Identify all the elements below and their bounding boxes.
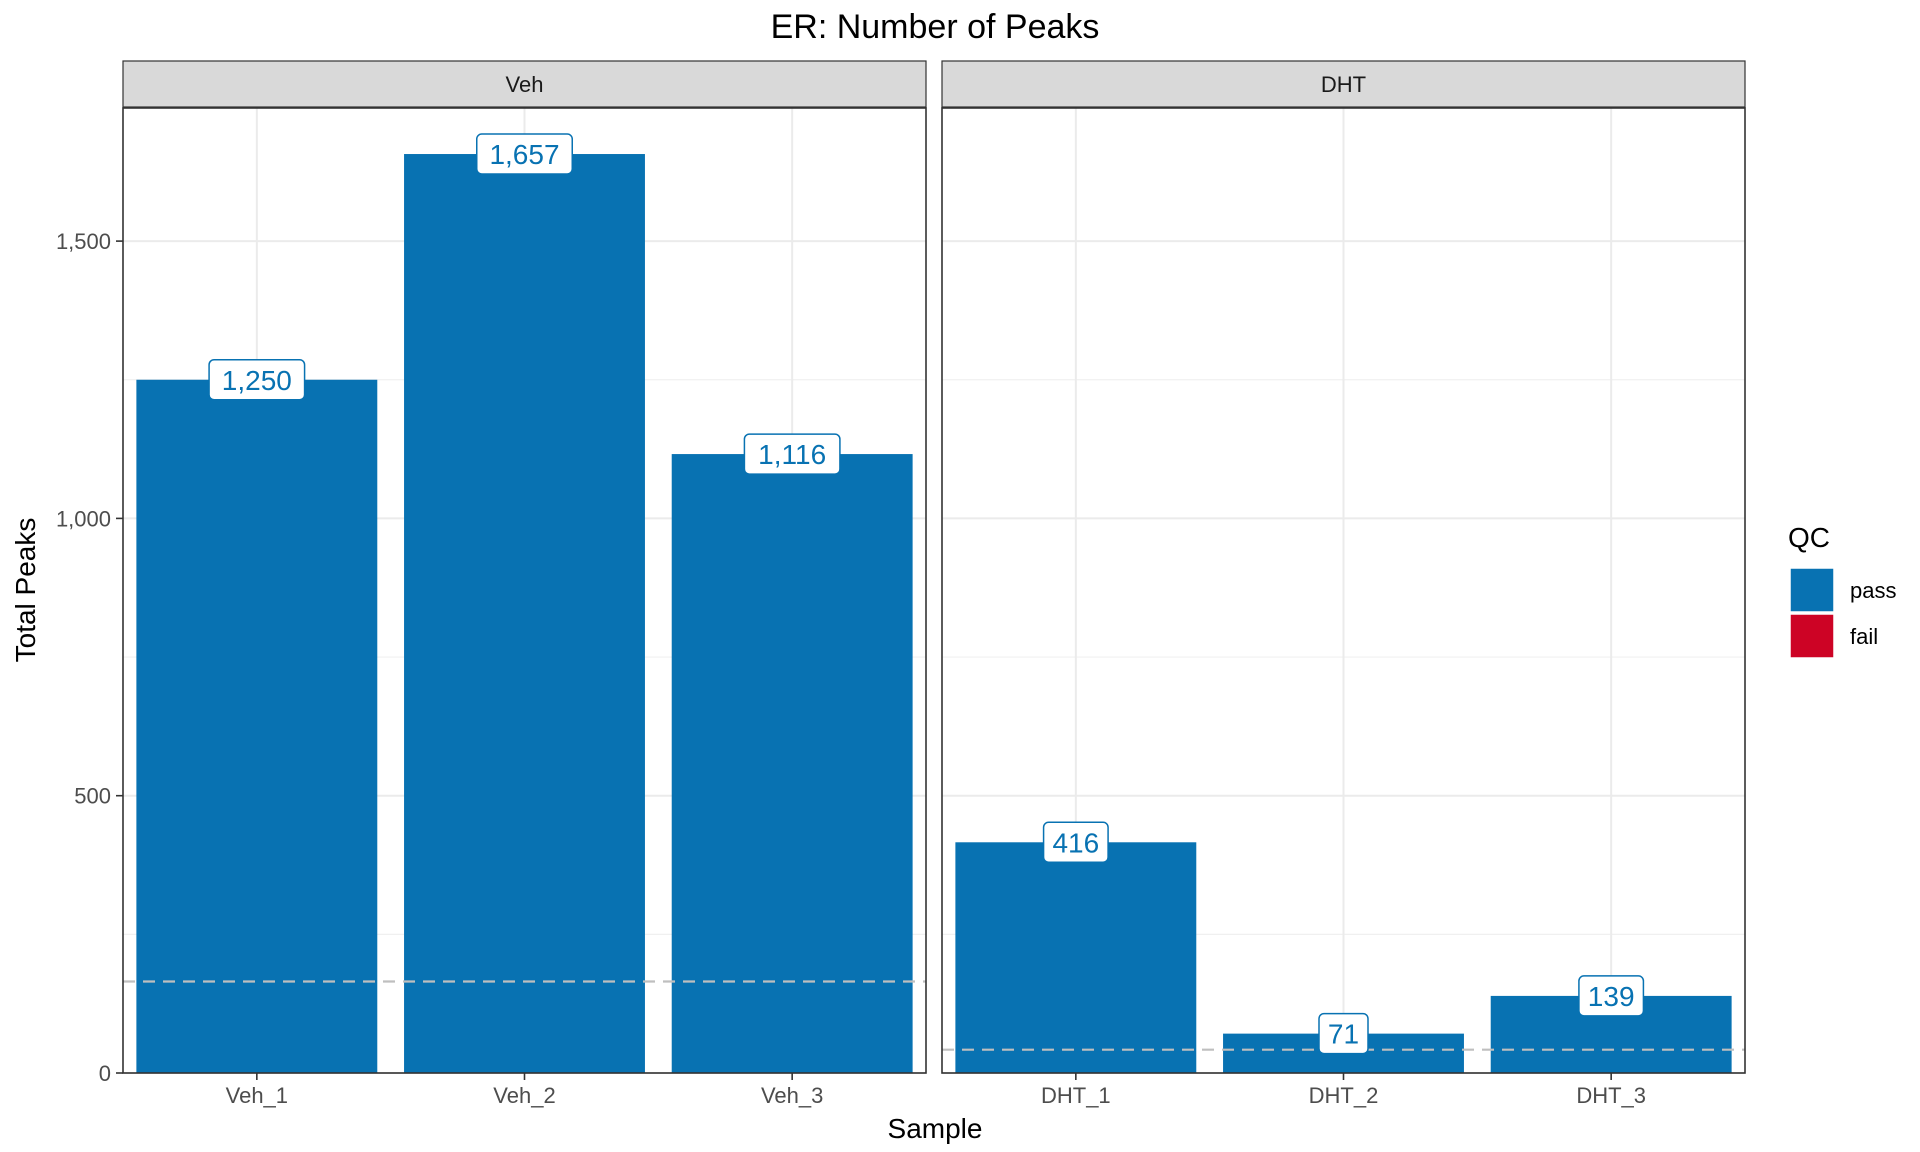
bar-veh-2 bbox=[404, 154, 645, 1073]
facet-strip-label: DHT bbox=[1321, 72, 1366, 97]
svg-text:1,657: 1,657 bbox=[489, 139, 559, 170]
y-axis-title: Total Peaks bbox=[10, 518, 41, 663]
legend-entry-pass: pass bbox=[1789, 567, 1896, 613]
x-tick-label: DHT_2 bbox=[1309, 1083, 1379, 1108]
legend-label: pass bbox=[1850, 578, 1896, 603]
bar-value-label: 1,250 bbox=[208, 359, 306, 401]
x-axis-title: Sample bbox=[888, 1113, 983, 1144]
facet-strip-label: Veh bbox=[506, 72, 544, 97]
facet-strip bbox=[122, 60, 927, 108]
y-tick-label: 500 bbox=[74, 784, 111, 809]
bar-value-label: 1,657 bbox=[476, 133, 573, 175]
x-tick-label: Veh_2 bbox=[493, 1083, 555, 1108]
facet-panels: Veh 1,250 1,657 1,116 Veh_1 Veh_2 Veh_3 DHT 416 7… bbox=[122, 60, 1746, 1108]
legend-label: fail bbox=[1850, 624, 1878, 649]
chart-title: ER: Number of Peaks bbox=[771, 8, 1100, 46]
legend-swatch bbox=[1789, 613, 1835, 659]
svg-text:71: 71 bbox=[1328, 1019, 1359, 1050]
svg-text:1,116: 1,116 bbox=[758, 439, 826, 470]
x-tick-label: DHT_1 bbox=[1041, 1083, 1111, 1108]
facet-panel-dht: DHT 416 71 139 DHT_1 DHT_2 DHT_3 bbox=[941, 60, 1746, 1108]
bar-value-label: 71 bbox=[1318, 1012, 1369, 1055]
facet-strip bbox=[941, 60, 1746, 108]
bar-value-label: 1,116 bbox=[743, 433, 841, 475]
facet-panel-veh: Veh 1,250 1,657 1,116 Veh_1 Veh_2 Veh_3 bbox=[122, 60, 927, 1108]
bar-value-label: 139 bbox=[1578, 975, 1645, 1017]
bar-veh-1 bbox=[136, 379, 378, 1073]
x-tick-label: Veh_3 bbox=[761, 1083, 823, 1108]
legend: QC pass fail bbox=[1788, 522, 1896, 659]
y-tick-label: 0 bbox=[99, 1061, 111, 1086]
svg-text:139: 139 bbox=[1588, 981, 1635, 1012]
bar-value-label: 416 bbox=[1042, 821, 1109, 864]
y-tick-label: 1,000 bbox=[56, 506, 111, 531]
legend-title: QC bbox=[1788, 522, 1830, 553]
y-tick-label: 1,500 bbox=[56, 229, 111, 254]
bar-dht-1 bbox=[955, 842, 1197, 1073]
y-axis: 0 500 1,000 1,500 bbox=[56, 229, 123, 1086]
bar-veh-3 bbox=[671, 454, 913, 1073]
legend-entry-fail: fail bbox=[1789, 613, 1878, 659]
svg-text:416: 416 bbox=[1052, 827, 1099, 858]
x-tick-label: DHT_3 bbox=[1576, 1083, 1646, 1108]
svg-text:1,250: 1,250 bbox=[222, 365, 292, 396]
legend-swatch bbox=[1789, 567, 1835, 613]
x-tick-label: Veh_1 bbox=[226, 1083, 288, 1108]
